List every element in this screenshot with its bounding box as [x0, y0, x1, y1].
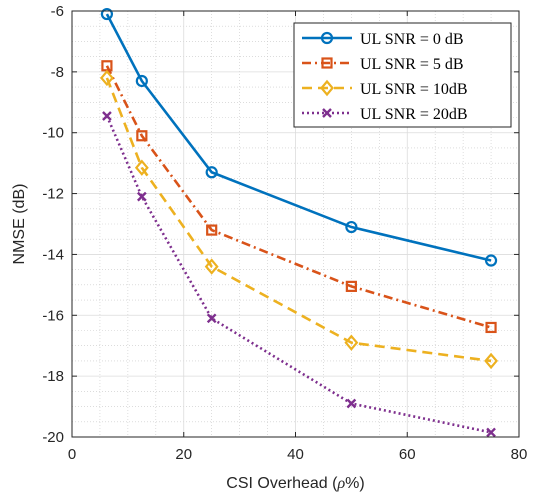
y-tick-label: -10: [42, 125, 64, 142]
series-line: [105, 13, 492, 262]
legend-swatch-marker: [321, 57, 333, 69]
y-tick-label: -8: [51, 64, 64, 81]
x-tick-label: 0: [68, 446, 76, 463]
x-axis-label-rho: ρ: [336, 475, 345, 492]
x-axis-label-main: CSI Overhead (: [226, 475, 338, 492]
series-line: [105, 77, 492, 363]
legend-swatch-marker: [320, 79, 334, 97]
series-3: [102, 111, 496, 438]
legend: UL SNR = 0 dB UL SNR = 5 dB UL SNR = 10dB U…: [293, 22, 512, 128]
y-tick-label: -20: [42, 429, 64, 446]
legend-swatch-marker: [320, 31, 334, 45]
y-tick-label: -12: [42, 186, 64, 203]
series-2: [99, 69, 499, 370]
data-point: [206, 313, 217, 324]
y-axis-label: NMSE (dB): [11, 184, 28, 265]
ticks: [71, 10, 520, 438]
y-tick-label: -16: [42, 307, 64, 324]
legend-label: UL SNR = 0 dB: [360, 31, 464, 48]
x-tick-label: 60: [399, 446, 416, 463]
data-point: [345, 280, 357, 292]
data-point: [486, 427, 496, 438]
data-point: [100, 7, 114, 21]
legend-swatch-marker: [322, 108, 332, 118]
data-point: [346, 398, 357, 409]
data-point: [136, 191, 147, 202]
legend-label: UL SNR = 20dB: [360, 106, 468, 123]
legend-item: UL SNR = 20dB: [302, 106, 468, 123]
data-point: [485, 321, 497, 334]
legend-item: UL SNR = 0 dB: [302, 31, 464, 48]
series-0: [100, 7, 498, 267]
x-tick-label: 80: [511, 446, 528, 463]
tick-labels: 0 20 40 60 80 -20 -18 -16 -14 -12 -10 -8 -6: [42, 3, 527, 463]
data-point: [101, 60, 113, 72]
data-point: [484, 254, 498, 267]
y-tick-label: -14: [42, 246, 64, 263]
data-point: [344, 334, 359, 351]
legend-label: UL SNR = 5 dB: [360, 56, 464, 73]
series-line: [105, 65, 492, 329]
data-point: [206, 224, 218, 236]
series-layer: [99, 7, 499, 438]
data-point: [345, 220, 358, 234]
data-point: [204, 258, 219, 275]
legend-item: UL SNR = 5 dB: [302, 56, 464, 73]
legend-item: UL SNR = 10dB: [302, 79, 468, 98]
data-point: [136, 130, 148, 142]
y-tick-label: -6: [51, 3, 64, 20]
data-point: [102, 111, 112, 121]
x-tick-label: 40: [287, 446, 304, 463]
x-axis-label: CSI Overhead (ρ%): [226, 475, 364, 492]
data-point: [205, 166, 218, 179]
data-point: [484, 352, 499, 370]
data-point: [135, 74, 148, 88]
data-point: [99, 69, 114, 87]
data-point: [134, 159, 149, 176]
y-tick-label: -18: [42, 368, 64, 385]
x-tick-label: 20: [175, 446, 192, 463]
legend-label: UL SNR = 10dB: [360, 81, 468, 98]
series-line: [105, 115, 492, 434]
x-axis-label-end: %): [345, 475, 365, 492]
